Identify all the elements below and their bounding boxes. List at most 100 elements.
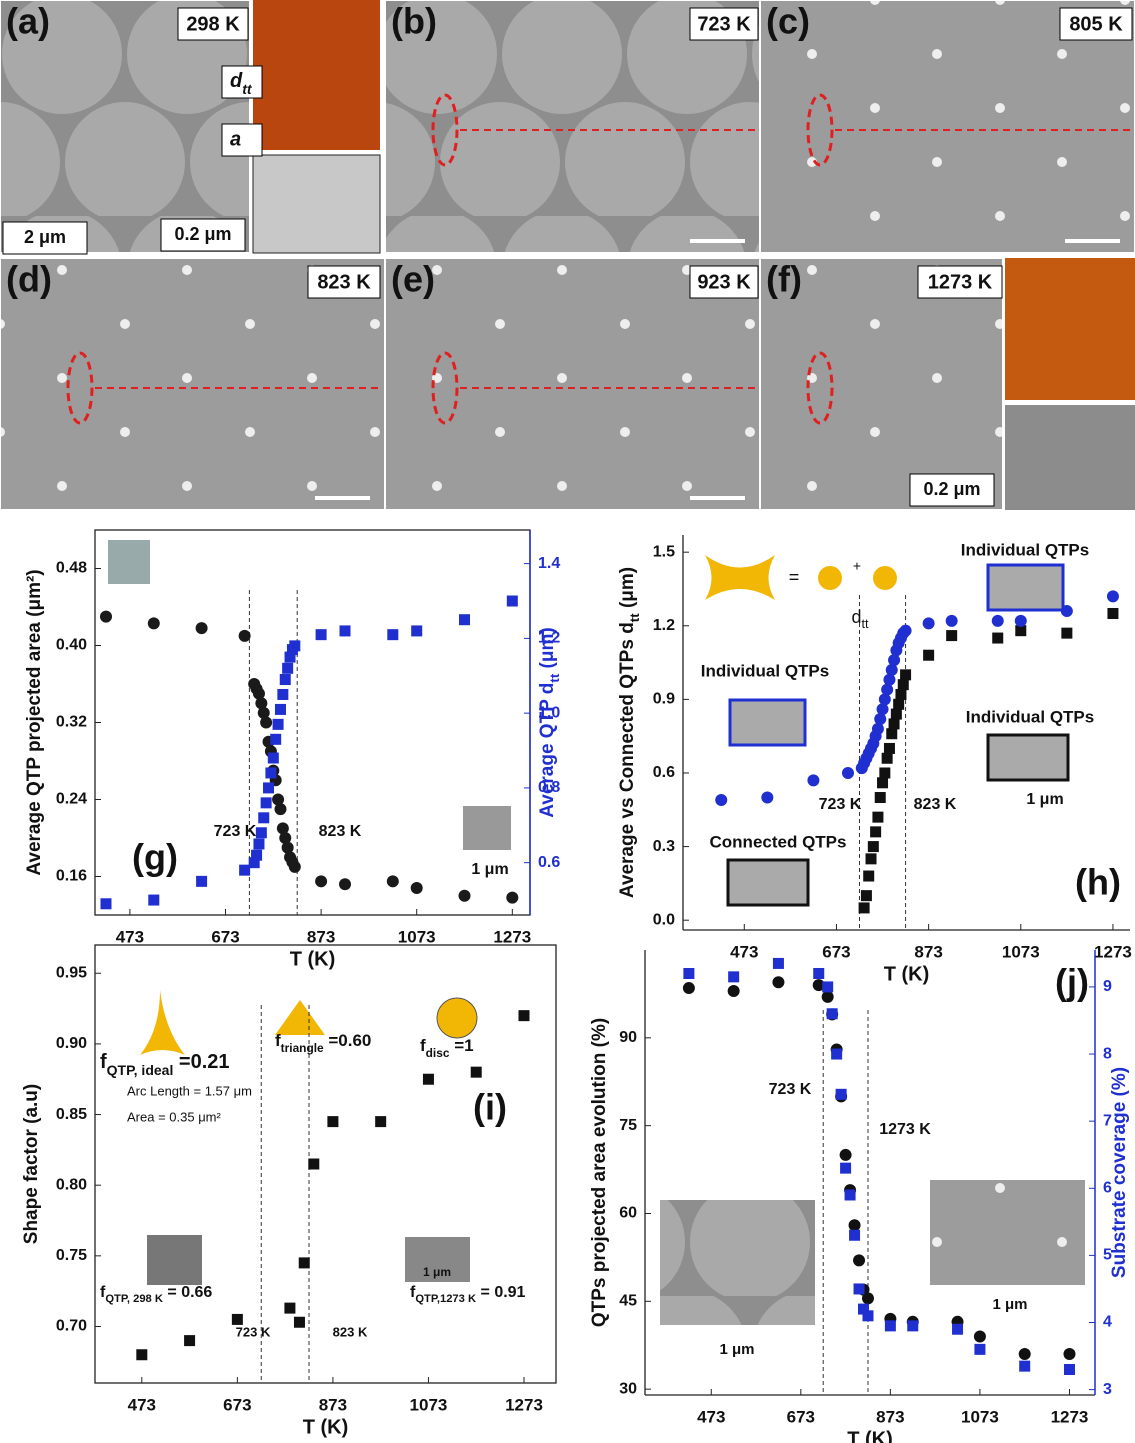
- data-point: [728, 985, 740, 997]
- text-part: Average vs Connected QTPs d: [617, 622, 638, 898]
- text-part: =1: [449, 1036, 473, 1055]
- data-point: [885, 1320, 896, 1331]
- x-tick-label: 873: [876, 1407, 904, 1426]
- y-axis-label: Average QTP projected area (μm²): [24, 569, 45, 875]
- panel-label: (f): [766, 259, 802, 300]
- x-axis-label: T (K): [290, 948, 336, 970]
- annotation: 1 μm: [471, 861, 508, 878]
- x-tick-label: 673: [223, 1395, 251, 1414]
- data-point: [889, 718, 900, 729]
- y-tick-label: 0.80: [56, 1176, 87, 1193]
- annotation: 823 K: [319, 823, 362, 840]
- x-tick-label: 1073: [961, 1407, 999, 1426]
- temperature-label: 805 K: [1069, 13, 1123, 35]
- data-point: [1064, 1364, 1075, 1375]
- annotation: (g): [132, 837, 178, 878]
- data-point: [1015, 615, 1027, 627]
- data-point: [849, 1230, 860, 1241]
- data-point: [148, 895, 159, 906]
- y-tick-label: 0.3: [653, 838, 675, 855]
- y2-tick-label: 1.4: [538, 555, 560, 572]
- data-point: [893, 699, 904, 710]
- data-point: [862, 1310, 873, 1321]
- data-point: [845, 1189, 856, 1200]
- figure: (a)298 Kdtta2 μm0.2 μm(b)723 K(c)805 K(d…: [0, 0, 1135, 1443]
- disc-icon: [818, 566, 842, 590]
- annotation: 1273 K: [879, 1121, 931, 1138]
- data-point: [907, 1320, 918, 1331]
- data-point: [761, 792, 773, 804]
- y2-tick-label: 4: [1103, 1314, 1112, 1331]
- data-point: [854, 1283, 865, 1294]
- plot-frame: [95, 945, 556, 1383]
- image-text: a: [230, 128, 241, 150]
- data-point: [849, 1219, 861, 1231]
- y-tick-label: 0.9: [653, 691, 675, 708]
- data-point: [518, 1010, 529, 1021]
- data-point: [196, 622, 208, 634]
- data-point: [728, 971, 739, 982]
- annotation: (h): [1075, 862, 1121, 903]
- x-axis-label: T (K): [884, 963, 930, 985]
- data-point: [900, 625, 912, 637]
- disc-icon: [437, 998, 477, 1038]
- data-point: [840, 1163, 851, 1174]
- data-point: [256, 827, 267, 838]
- data-point: [952, 1324, 963, 1335]
- data-point: [260, 717, 272, 729]
- afm-inset: [1005, 258, 1135, 400]
- annotation: fQTP, ideal =0.21: [100, 1051, 230, 1077]
- data-point: [992, 615, 1004, 627]
- sem-inset: [147, 1235, 202, 1285]
- data-point: [891, 709, 902, 720]
- annotation: fdisc =1: [420, 1036, 474, 1060]
- data-point: [387, 629, 398, 640]
- data-point: [340, 625, 351, 636]
- data-point: [100, 611, 112, 623]
- image-text: 2 μm: [24, 227, 66, 247]
- data-point: [232, 1314, 243, 1325]
- y2-tick-label: 3: [1103, 1381, 1112, 1398]
- annotation: (i): [473, 1087, 507, 1128]
- y-tick-label: 0.90: [56, 1035, 87, 1052]
- data-point: [974, 1330, 986, 1342]
- annotation: Individual QTPs: [701, 661, 829, 680]
- data-point: [275, 704, 286, 715]
- data-point: [1061, 628, 1072, 639]
- temperature-label: 923 K: [697, 271, 751, 293]
- y-tick-label: 0.40: [56, 637, 87, 654]
- data-point: [239, 630, 251, 642]
- data-point: [136, 1349, 147, 1360]
- data-point: [861, 890, 872, 901]
- triangle-icon: [275, 1000, 325, 1035]
- annotation: Individual QTPs: [961, 540, 1089, 559]
- data-point: [946, 615, 958, 627]
- data-point: [900, 669, 911, 680]
- y2-axis-label: Substrate coverage (%): [1109, 1067, 1130, 1278]
- y-tick-label: 45: [619, 1293, 637, 1310]
- y-tick-label: 0.85: [56, 1106, 87, 1123]
- data-point: [822, 981, 833, 992]
- annotation: Area = 0.35 μm²: [127, 1109, 222, 1124]
- data-point: [813, 968, 824, 979]
- data-point: [831, 1049, 842, 1060]
- y2-tick-label: 0.6: [538, 854, 560, 871]
- x-axis-label: T (K): [303, 1416, 349, 1438]
- data-point: [375, 1116, 386, 1127]
- temperature-label: 823 K: [317, 271, 371, 293]
- sem-inset: [1005, 405, 1135, 510]
- disc-icon: [873, 566, 897, 590]
- temperature-label: 1273 K: [928, 271, 993, 293]
- data-point: [886, 728, 897, 739]
- panel-label: (e): [391, 259, 435, 300]
- data-point: [270, 734, 281, 745]
- data-point: [411, 882, 423, 894]
- panel-label: (c): [766, 1, 810, 42]
- data-point: [875, 792, 886, 803]
- data-point: [1061, 605, 1073, 617]
- x-tick-label: 673: [211, 927, 239, 946]
- y-tick-label: 0.32: [56, 714, 87, 731]
- data-point: [822, 991, 834, 1003]
- y-tick-label: 0.70: [56, 1318, 87, 1335]
- data-point: [148, 617, 160, 629]
